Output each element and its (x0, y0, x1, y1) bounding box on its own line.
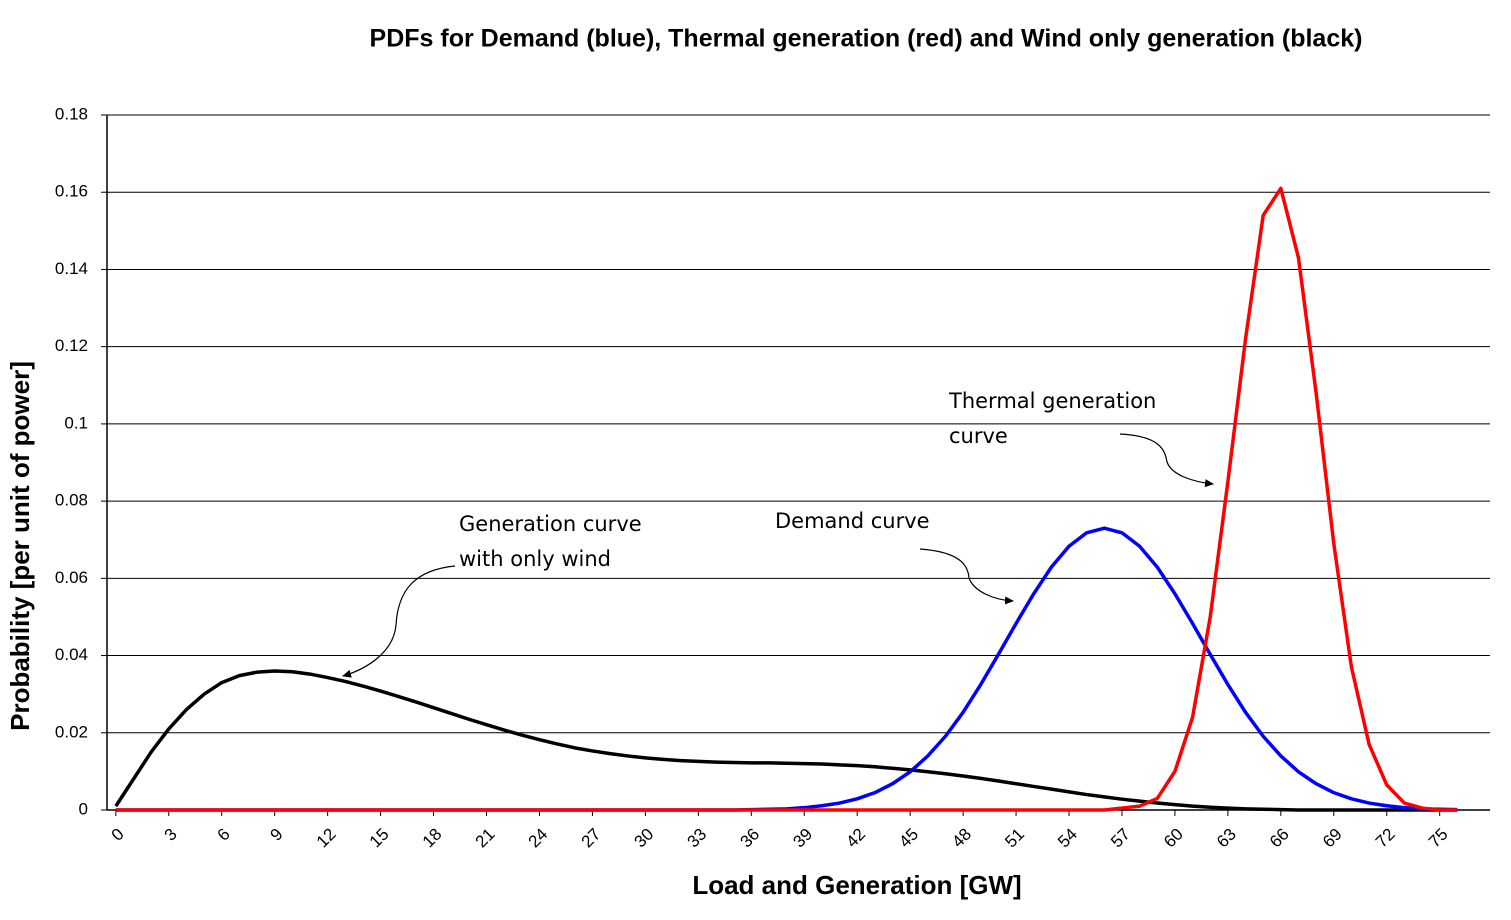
x-axis-title: Load and Generation [GW] (692, 870, 1021, 900)
x-tick-label: 60 (1160, 825, 1187, 852)
annotation-text: Demand curve (775, 509, 930, 533)
x-tick-label: 0 (108, 825, 128, 845)
chart-title: PDFs for Demand (blue), Thermal generati… (370, 25, 1363, 53)
annotation-arrow (1119, 433, 1214, 488)
y-tick-label: 0.1 (64, 413, 88, 432)
x-tick-label: 27 (578, 825, 605, 852)
x-tick-label: 48 (948, 825, 975, 852)
annotation-arrow (919, 548, 1014, 605)
x-tick-label: 45 (895, 825, 922, 852)
x-tick-label: 69 (1319, 825, 1346, 852)
x-tick-label: 33 (684, 825, 711, 852)
x-tick-label: 51 (1001, 825, 1028, 852)
y-tick-label: 0.08 (55, 491, 88, 510)
x-tick-label: 6 (214, 825, 234, 845)
annotation-arrow (342, 565, 456, 678)
x-tick-label: 3 (161, 825, 181, 845)
y-tick-label: 0.04 (55, 645, 88, 664)
x-tick-label: 21 (472, 825, 499, 852)
annotation: Generation curve with only wind (342, 512, 642, 678)
annotation-text: with only wind (459, 547, 611, 571)
y-tick-label: 0.12 (55, 336, 88, 355)
x-tick-label: 54 (1054, 825, 1081, 852)
series-line (115, 186, 1458, 812)
series-line (114, 669, 1458, 812)
x-tick-label: 42 (842, 825, 869, 852)
y-tick-label: 0.16 (55, 182, 88, 201)
annotation-text: Generation curve (459, 512, 642, 536)
x-tick-label: 66 (1266, 825, 1293, 852)
annotation: Thermal generation curve (948, 389, 1214, 488)
y-tick-label: 0.18 (55, 104, 88, 123)
annotation-text: curve (949, 424, 1008, 448)
x-tick-label: 15 (366, 825, 393, 852)
y-axis-title: Probability [per unit of power] (5, 361, 35, 731)
y-tick-label: 0 (79, 799, 88, 818)
x-tick-label: 72 (1372, 825, 1399, 852)
series-line (115, 526, 1458, 812)
x-tick-label: 39 (789, 825, 816, 852)
annotation: Demand curve (775, 509, 1014, 605)
x-tick-label: 9 (267, 825, 287, 845)
x-tick-label: 12 (313, 825, 340, 852)
x-tick-label: 30 (631, 825, 658, 852)
y-tick-label: 0.14 (55, 259, 88, 278)
x-tick-label: 75 (1425, 825, 1452, 852)
x-tick-label: 57 (1107, 825, 1134, 852)
x-tick-label: 36 (736, 825, 763, 852)
x-tick-label: 63 (1213, 825, 1240, 852)
y-tick-label: 0.06 (55, 568, 88, 587)
x-tick-label: 24 (525, 825, 552, 852)
plot: 00.020.040.060.080.10.120.140.160.180 3 6 9… (55, 104, 1490, 851)
y-tick-label: 0.02 (55, 722, 88, 741)
x-tick-label: 18 (419, 825, 446, 852)
annotation-text: Thermal generation (948, 389, 1156, 413)
